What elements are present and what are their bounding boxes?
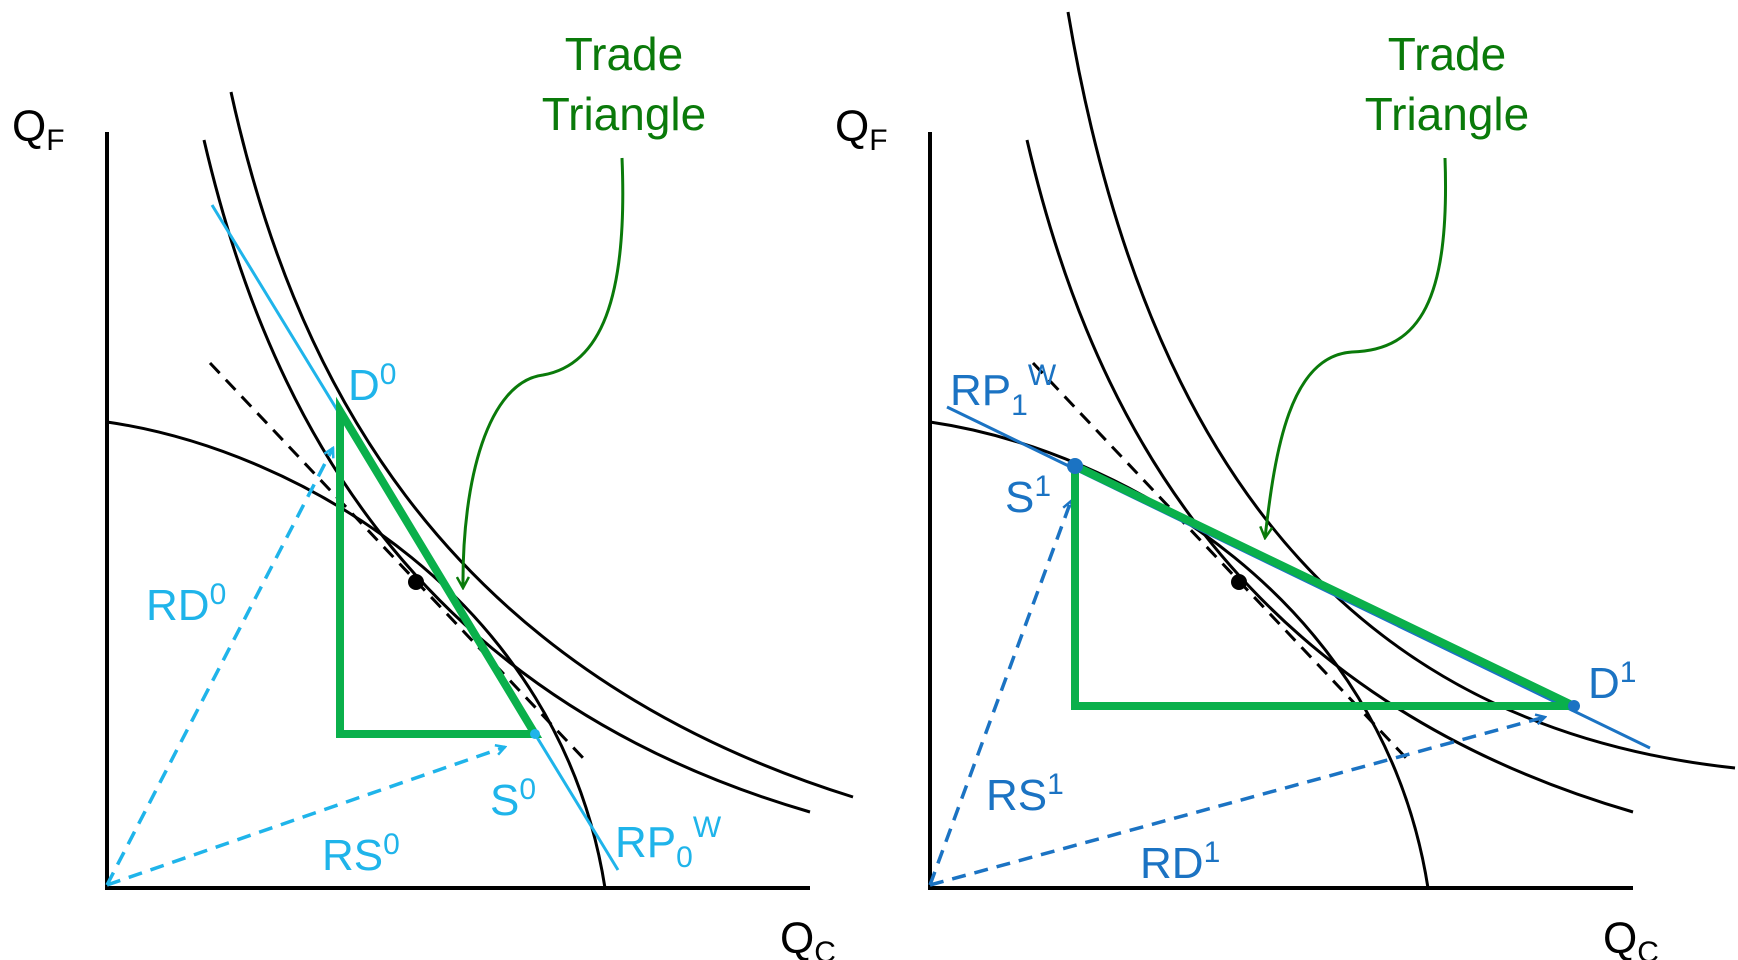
right-axis-x-label: QC <box>1603 914 1659 960</box>
left-rd-label: RD0 <box>146 578 226 630</box>
left-d-label: D0 <box>348 358 396 410</box>
right-d-label: D1 <box>1588 656 1636 708</box>
left-rp-label: RP0W <box>615 811 722 874</box>
left-autarky-point <box>408 574 424 590</box>
left-autarky-price-line <box>208 361 587 762</box>
right-title-line1: Trade <box>1388 28 1506 80</box>
left-title-line2: Triangle <box>542 88 706 140</box>
right-indifference-curve-1 <box>1025 139 1634 814</box>
left-trade-triangle <box>336 396 543 738</box>
left-annotation-arrow <box>463 157 625 588</box>
left-title-line1: Trade <box>565 28 683 80</box>
right-autarky-point <box>1231 574 1247 590</box>
left-axis-y-label: QF <box>12 102 65 157</box>
left-axis-x-label: QC <box>780 914 836 960</box>
right-rd-ray <box>929 717 1545 887</box>
left-rs-label: RS0 <box>322 828 400 880</box>
right-rp-label: RP1W <box>950 359 1057 422</box>
right-axis-y-label: QF <box>835 102 888 157</box>
left-indifference-curve-2 <box>229 91 854 799</box>
right-s1-point <box>1067 458 1083 474</box>
left-s0-point <box>530 729 540 739</box>
right-rs-label: RS1 <box>986 768 1064 820</box>
right-annotation-arrow <box>1265 157 1448 538</box>
left-rs-ray <box>106 747 505 887</box>
left-s-label: S0 <box>490 773 536 825</box>
left-indifference-curve-1 <box>202 139 811 814</box>
right-rs-ray <box>928 501 1071 886</box>
left-rd-ray <box>105 448 333 886</box>
right-s-label: S1 <box>1005 470 1051 522</box>
right-rd-label: RD1 <box>1140 836 1220 888</box>
right-trade-triangle <box>1071 459 1576 710</box>
right-title-line2: Triangle <box>1365 88 1529 140</box>
left-ppf-curve <box>106 420 607 889</box>
right-autarky-price-line <box>1031 361 1410 762</box>
left-panel: QF QC Trade Triangle D0 S0 RD0 RS0 RP0W <box>12 28 854 960</box>
right-indifference-curve-2 <box>1066 11 1736 770</box>
right-d1-point <box>1568 700 1580 712</box>
right-panel: QF QC Trade Triangle RP1W S1 D1 RS1 RD1 <box>835 11 1736 960</box>
